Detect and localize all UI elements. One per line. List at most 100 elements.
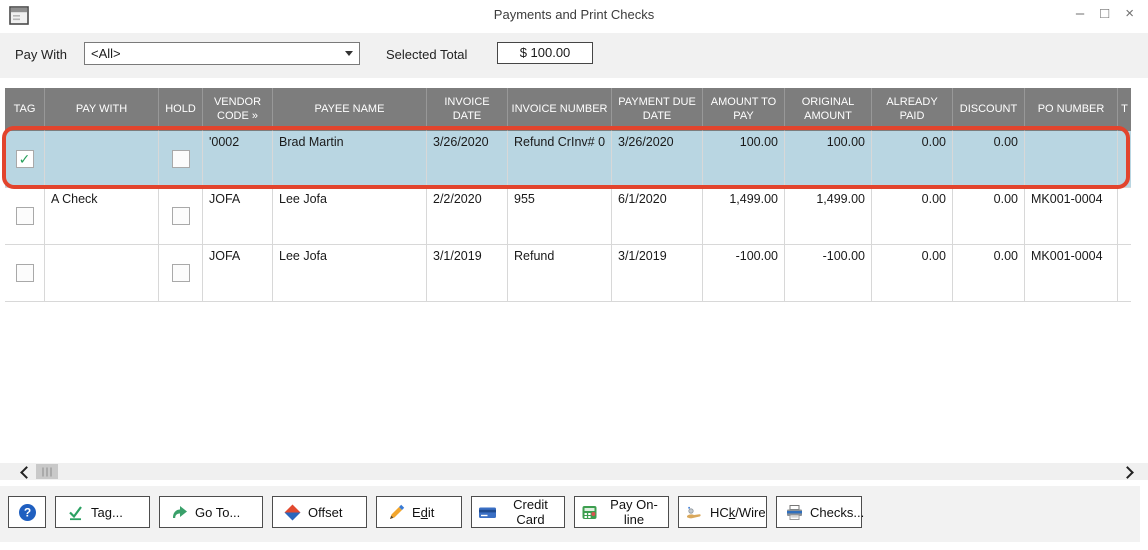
cell-extra xyxy=(1118,188,1131,244)
table-body: ✓ '0002 Brad Martin 3/26/2020 Refund CrInv# … xyxy=(5,131,1131,302)
cell-vendor-code: JOFA xyxy=(203,188,273,244)
go-to-arrow-icon xyxy=(170,503,189,522)
cell-payee-name: Lee Jofa xyxy=(273,245,427,301)
hold-checkbox[interactable] xyxy=(171,207,190,225)
svg-text:?: ? xyxy=(23,505,30,519)
cell-amount-to-pay: 1,499.00 xyxy=(703,188,785,244)
credit-card-button[interactable]: Credit Card xyxy=(471,496,565,528)
column-header-invoice-date[interactable]: INVOICE DATE xyxy=(427,88,508,131)
column-header-discount[interactable]: DISCOUNT xyxy=(953,88,1025,131)
window-icon xyxy=(9,6,29,25)
hold-checkbox[interactable] xyxy=(171,150,190,168)
cell-invoice-number: 955 xyxy=(508,188,612,244)
cell-discount: 0.00 xyxy=(953,188,1025,244)
hck-wire-button[interactable]: HCk/Wire xyxy=(678,496,767,528)
column-header-original-amount[interactable]: ORIGINAL AMOUNT xyxy=(785,88,872,131)
cell-original-amount: 100.00 xyxy=(785,131,872,187)
column-header-pay-with[interactable]: PAY WITH xyxy=(45,88,159,131)
edit-pencil-icon xyxy=(387,503,406,522)
pay-with-combobox[interactable]: <All> xyxy=(84,42,360,65)
table-row[interactable]: JOFA Lee Jofa 3/1/2019 Refund 3/1/2019 -100.0… xyxy=(5,245,1131,302)
cell-tag xyxy=(5,188,45,244)
column-header-payee-name[interactable]: PAYEE NAME xyxy=(273,88,427,131)
toolbar: Pay With <All> Selected Total $ 100.00 xyxy=(0,33,1148,78)
printer-icon xyxy=(785,503,804,522)
tag-button-label: Tag... xyxy=(91,504,123,520)
tag-checkbox[interactable]: ✓ xyxy=(15,150,34,168)
hold-checkbox[interactable] xyxy=(171,264,190,282)
table-row[interactable]: A Check JOFA Lee Jofa 2/2/2020 955 6/1/2020 1,… xyxy=(5,188,1131,245)
cell-payment-due-date: 3/1/2019 xyxy=(612,245,703,301)
column-header-payment-due-date[interactable]: PAYMENT DUE DATE xyxy=(612,88,703,131)
maximize-button[interactable]: □ xyxy=(1100,5,1110,22)
column-header-po-number[interactable]: PO NUMBER xyxy=(1025,88,1118,131)
cell-po-number: MK001-0004 xyxy=(1025,245,1118,301)
column-header-tag[interactable]: TAG xyxy=(5,88,45,131)
column-header-already-paid[interactable]: ALREADY PAID xyxy=(872,88,953,131)
column-header-hold[interactable]: HOLD xyxy=(159,88,203,131)
column-header-vendor-code[interactable]: VENDOR CODE » xyxy=(203,88,273,131)
cell-discount: 0.00 xyxy=(953,245,1025,301)
cell-extra xyxy=(1118,245,1131,301)
column-header-invoice-number[interactable]: INVOICE NUMBER xyxy=(508,88,612,131)
column-header-t[interactable]: T xyxy=(1121,102,1128,115)
minimize-button[interactable]: – xyxy=(1075,5,1085,22)
tag-checkbox[interactable] xyxy=(15,207,34,225)
button-bar: ? Tag... Go To... Offset Edit Credit Card Pay … xyxy=(8,496,864,528)
help-button[interactable]: ? xyxy=(8,496,46,528)
tag-button[interactable]: Tag... xyxy=(55,496,150,528)
cell-payment-due-date: 3/26/2020 xyxy=(612,131,703,187)
pay-with-label: Pay With xyxy=(15,47,68,62)
go-to-button-label: Go To... xyxy=(195,504,241,520)
help-icon: ? xyxy=(18,503,37,522)
table-header: TAG PAY WITH HOLD VENDOR CODE » PAYEE NAME IN… xyxy=(5,88,1131,131)
edit-button[interactable]: Edit xyxy=(376,496,462,528)
hck-wire-button-label: HCk/Wire xyxy=(710,504,766,520)
horizontal-scrollbar[interactable] xyxy=(0,463,1148,480)
cell-tag: ✓ xyxy=(5,131,45,187)
checks-button[interactable]: Checks... xyxy=(776,496,864,528)
column-header-amount-to-pay[interactable]: AMOUNT TO PAY xyxy=(703,88,785,131)
cell-already-paid: 0.00 xyxy=(872,131,953,187)
close-button[interactable]: × xyxy=(1125,5,1134,22)
title-bar: Payments and Print Checks – □ × xyxy=(0,0,1148,32)
cell-po-number xyxy=(1025,131,1118,187)
cell-hold xyxy=(159,188,203,244)
selected-total-field: $ 100.00 xyxy=(497,42,593,64)
chevron-down-icon[interactable] xyxy=(345,51,353,56)
cell-payment-due-date: 6/1/2020 xyxy=(612,188,703,244)
pay-with-selected-value: <All> xyxy=(91,46,121,61)
go-to-button[interactable]: Go To... xyxy=(159,496,263,528)
cell-discount: 0.00 xyxy=(953,131,1025,187)
pay-online-button[interactable]: Pay On-line xyxy=(574,496,669,528)
cell-pay-with: A Check xyxy=(45,188,159,244)
cell-amount-to-pay: -100.00 xyxy=(703,245,785,301)
window-title: Payments and Print Checks xyxy=(493,7,655,22)
cell-invoice-number: Refund CrInv# 0 xyxy=(508,131,612,187)
credit-card-icon xyxy=(478,503,497,522)
cell-pay-with xyxy=(45,245,159,301)
credit-card-button-label: Credit Card xyxy=(513,497,548,527)
cell-hold xyxy=(159,131,203,187)
scrollbar-thumb[interactable] xyxy=(36,464,58,479)
edit-button-label: Edit xyxy=(412,504,435,520)
cell-vendor-code: '0002 xyxy=(203,131,273,187)
cell-tag xyxy=(5,245,45,301)
scroll-right-arrow-icon[interactable] xyxy=(1121,466,1134,479)
cell-already-paid: 0.00 xyxy=(872,188,953,244)
cell-vendor-code: JOFA xyxy=(203,245,273,301)
table-row[interactable]: ✓ '0002 Brad Martin 3/26/2020 Refund CrInv# … xyxy=(5,131,1131,188)
offset-button[interactable]: Offset xyxy=(272,496,367,528)
cell-invoice-number: Refund xyxy=(508,245,612,301)
cell-invoice-date: 3/1/2019 xyxy=(427,245,508,301)
cell-extra xyxy=(1118,131,1131,187)
pay-online-icon xyxy=(580,503,599,522)
cell-payee-name: Brad Martin xyxy=(273,131,427,187)
cell-already-paid: 0.00 xyxy=(872,245,953,301)
tag-checkbox[interactable] xyxy=(15,264,34,282)
cell-amount-to-pay: 100.00 xyxy=(703,131,785,187)
cell-original-amount: 1,499.00 xyxy=(785,188,872,244)
cell-invoice-date: 2/2/2020 xyxy=(427,188,508,244)
scroll-left-arrow-icon[interactable] xyxy=(20,466,33,479)
